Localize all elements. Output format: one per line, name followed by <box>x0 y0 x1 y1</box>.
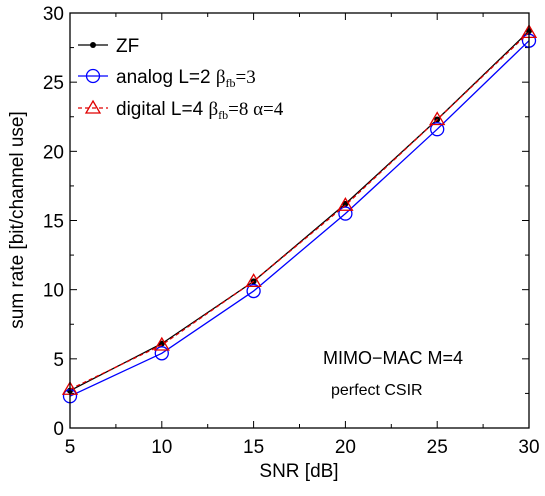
legend-analog-label: analog L=2 βfb=3 <box>116 67 256 90</box>
x-axis-title: SNR [dB] <box>259 461 338 482</box>
data-point <box>246 283 261 299</box>
data-point <box>337 196 354 211</box>
y-axis-title: sum rate [bit/channel use] <box>7 111 28 329</box>
series-line <box>69 40 530 397</box>
legend: ZF analog L=2 βfb=3 digital L=4 βfb=8 α=… <box>78 36 284 122</box>
y-tick-label: 5 <box>53 350 64 371</box>
series-line <box>69 31 530 390</box>
legend-entry-zf: ZF <box>78 36 139 57</box>
x-tick-label: 20 <box>335 437 356 458</box>
legend-entry-analog: analog L=2 βfb=3 <box>78 67 256 90</box>
data-point <box>245 273 262 288</box>
data-point <box>338 206 353 221</box>
x-tick-label: 5 <box>65 437 76 458</box>
x-tick-label: 15 <box>243 437 264 458</box>
legend-digital-label: digital L=4 βfb=8 α=4 <box>116 99 284 122</box>
legend-digital-marker <box>84 99 102 114</box>
y-tick-label: 10 <box>43 281 64 302</box>
annotation-perfect-csir: perfect CSIR <box>331 382 423 399</box>
x-tick-label: 25 <box>427 437 448 458</box>
data-point <box>153 336 170 351</box>
y-tick-label: 25 <box>43 73 64 94</box>
y-tick-label: 15 <box>43 212 64 233</box>
legend-entry-digital: digital L=4 βfb=8 α=4 <box>78 99 284 122</box>
data-point <box>342 200 349 207</box>
series-analog-l-2-fb-3 <box>62 33 537 404</box>
data-point <box>430 122 445 137</box>
x-tick-label: 30 <box>518 437 539 458</box>
plot-frame <box>69 12 530 429</box>
annotation-mimo-mac: MIMO−MAC M=4 <box>323 348 463 368</box>
y-tick-label: 0 <box>53 419 64 440</box>
legend-zf-label: ZF <box>116 36 139 57</box>
legend-zf-marker <box>90 42 96 48</box>
data-point <box>429 111 446 126</box>
y-tick-label: 20 <box>43 142 64 163</box>
x-tick-label: 10 <box>151 437 172 458</box>
y-tick-label: 30 <box>43 4 64 25</box>
legend-analog-marker <box>85 68 101 84</box>
data-point <box>154 346 169 361</box>
